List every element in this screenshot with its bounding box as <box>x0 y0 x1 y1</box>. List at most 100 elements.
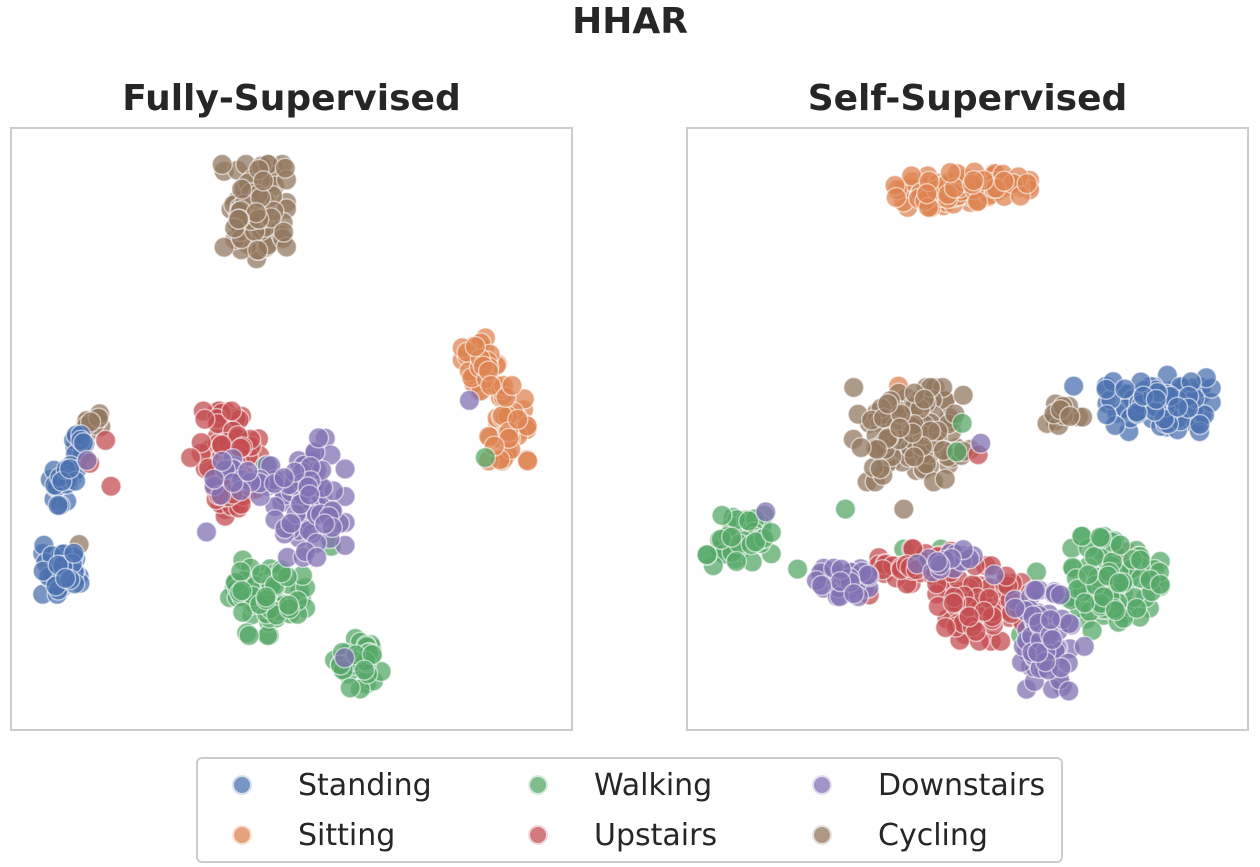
point-upstairs <box>100 475 122 497</box>
right-panel-title: Self-Supervised <box>807 78 1128 119</box>
point-walking <box>737 510 760 532</box>
point-cycling <box>274 157 297 179</box>
legend-item-walking: Walking <box>528 763 712 807</box>
point-cycling <box>869 457 891 480</box>
legend-item-upstairs: Upstairs <box>528 813 717 857</box>
point-sitting <box>962 169 985 192</box>
point-walking <box>1089 526 1111 549</box>
left-scatter-plot <box>10 127 573 731</box>
point-cycling <box>952 384 975 407</box>
point-walking <box>474 446 497 469</box>
series-sitting <box>451 327 539 472</box>
legend-item-downstairs: Downstairs <box>812 763 1045 807</box>
legend-item-sitting: Sitting <box>232 813 395 857</box>
point-downstairs <box>307 427 330 449</box>
point-walking <box>1108 572 1130 594</box>
point-cycling <box>889 417 911 439</box>
point-downstairs <box>334 458 356 480</box>
point-walking <box>1149 573 1172 596</box>
point-downstairs <box>983 564 1005 586</box>
point-downstairs <box>857 564 879 586</box>
point-cycling <box>272 221 295 243</box>
point-downstairs <box>305 546 328 569</box>
point-downstairs <box>313 513 336 535</box>
point-downstairs <box>1024 579 1047 602</box>
legend-label-sitting: Sitting <box>298 817 396 853</box>
point-sitting <box>885 186 907 209</box>
point-cycling <box>230 178 253 200</box>
point-standing <box>1062 375 1085 397</box>
point-downstairs <box>1039 608 1062 631</box>
legend-marker-downstairs <box>812 775 832 795</box>
left-scatter-canvas <box>31 153 539 700</box>
point-downstairs <box>1027 641 1049 664</box>
point-walking <box>339 677 361 699</box>
point-standing <box>1095 404 1118 426</box>
figure-title: HHAR <box>572 1 688 42</box>
point-standing <box>1145 388 1167 411</box>
point-downstairs <box>1073 635 1096 658</box>
point-walking <box>951 412 973 435</box>
point-downstairs <box>810 574 833 597</box>
point-downstairs <box>273 467 295 489</box>
point-upstairs <box>194 408 216 431</box>
point-downstairs <box>1058 612 1081 635</box>
series-walking <box>218 446 497 700</box>
point-cycling <box>876 393 899 415</box>
point-cycling <box>903 446 925 468</box>
point-walking <box>277 594 300 616</box>
point-standing <box>1189 413 1211 436</box>
point-sitting <box>501 374 523 397</box>
point-walking <box>946 441 968 463</box>
left-panel-title: Fully-Supervised <box>122 78 461 119</box>
point-sitting <box>993 170 1015 193</box>
point-sitting <box>916 182 938 205</box>
series-downstairs <box>754 432 1096 702</box>
point-downstairs <box>1041 628 1064 651</box>
point-upstairs <box>179 446 202 469</box>
point-downstairs <box>76 449 98 472</box>
point-downstairs <box>203 468 225 490</box>
point-upstairs <box>958 606 980 628</box>
point-sitting <box>464 335 487 358</box>
point-standing <box>63 542 85 565</box>
legend-item-standing: Standing <box>232 763 432 807</box>
point-downstairs <box>333 647 356 669</box>
point-walking <box>711 504 733 527</box>
point-downstairs <box>843 582 865 605</box>
point-standing <box>54 567 77 590</box>
point-standing <box>58 457 81 480</box>
point-walking <box>1077 563 1100 586</box>
point-cycling <box>227 208 250 230</box>
point-walking <box>1074 592 1096 614</box>
point-downstairs <box>1004 597 1026 619</box>
point-standing <box>72 432 95 454</box>
legend-marker-cycling <box>812 825 832 845</box>
series-sitting <box>884 161 1041 397</box>
point-walking <box>834 498 857 520</box>
legend-marker-walking <box>528 775 548 795</box>
right-scatter-plot <box>686 127 1249 731</box>
point-walking <box>720 526 743 548</box>
legend-label-walking: Walking <box>594 767 713 803</box>
legend-marker-upstairs <box>528 825 548 845</box>
point-downstairs <box>298 484 321 506</box>
point-downstairs <box>280 512 302 535</box>
point-upstairs <box>220 400 243 422</box>
point-walking <box>744 531 767 553</box>
point-cycling <box>211 153 233 176</box>
legend-marker-sitting <box>232 825 252 845</box>
point-upstairs <box>934 616 957 639</box>
point-cycling <box>842 376 865 399</box>
point-downstairs <box>970 432 992 455</box>
point-sitting <box>939 161 962 184</box>
point-cycling <box>1059 405 1081 428</box>
point-sitting <box>507 408 529 431</box>
point-cycling <box>246 239 269 262</box>
point-cycling <box>213 236 235 258</box>
point-walking <box>786 558 809 580</box>
point-walking <box>1104 599 1127 622</box>
legend-label-downstairs: Downstairs <box>878 767 1046 803</box>
legend-label-standing: Standing <box>298 767 432 803</box>
legend-label-upstairs: Upstairs <box>594 817 718 853</box>
